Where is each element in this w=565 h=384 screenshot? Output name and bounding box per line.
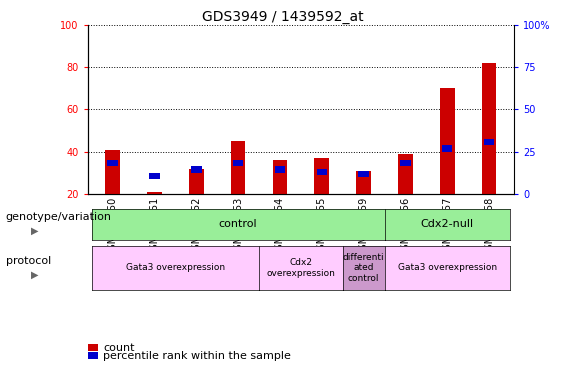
Bar xyxy=(440,88,455,194)
Text: Gata3 overexpression: Gata3 overexpression xyxy=(398,263,497,272)
Bar xyxy=(275,167,285,173)
Text: Cdx2-null: Cdx2-null xyxy=(421,219,474,229)
Text: ▶: ▶ xyxy=(31,226,38,236)
Bar xyxy=(358,170,369,177)
Bar xyxy=(442,146,453,152)
Bar xyxy=(149,173,160,179)
Bar xyxy=(315,158,329,194)
Bar xyxy=(189,169,203,194)
Bar xyxy=(316,169,327,175)
Text: Gata3 overexpression: Gata3 overexpression xyxy=(126,263,225,272)
Bar xyxy=(482,63,497,194)
Bar xyxy=(105,150,120,194)
Bar xyxy=(233,160,244,167)
Text: GDS3949 / 1439592_at: GDS3949 / 1439592_at xyxy=(202,10,363,23)
Text: count: count xyxy=(103,343,135,353)
Bar xyxy=(400,160,411,167)
Bar xyxy=(191,167,202,173)
Text: Cdx2
overexpression: Cdx2 overexpression xyxy=(267,258,335,278)
Text: genotype/variation: genotype/variation xyxy=(6,212,112,222)
Bar xyxy=(398,154,413,194)
Bar xyxy=(107,160,118,167)
Bar xyxy=(273,160,287,194)
Bar xyxy=(147,192,162,194)
Text: ▶: ▶ xyxy=(31,270,38,280)
Text: percentile rank within the sample: percentile rank within the sample xyxy=(103,351,292,361)
Bar xyxy=(484,139,494,146)
Bar xyxy=(231,141,245,194)
Text: protocol: protocol xyxy=(6,256,51,266)
Text: differenti
ated
control: differenti ated control xyxy=(343,253,384,283)
Text: control: control xyxy=(219,219,258,229)
Bar xyxy=(357,171,371,194)
